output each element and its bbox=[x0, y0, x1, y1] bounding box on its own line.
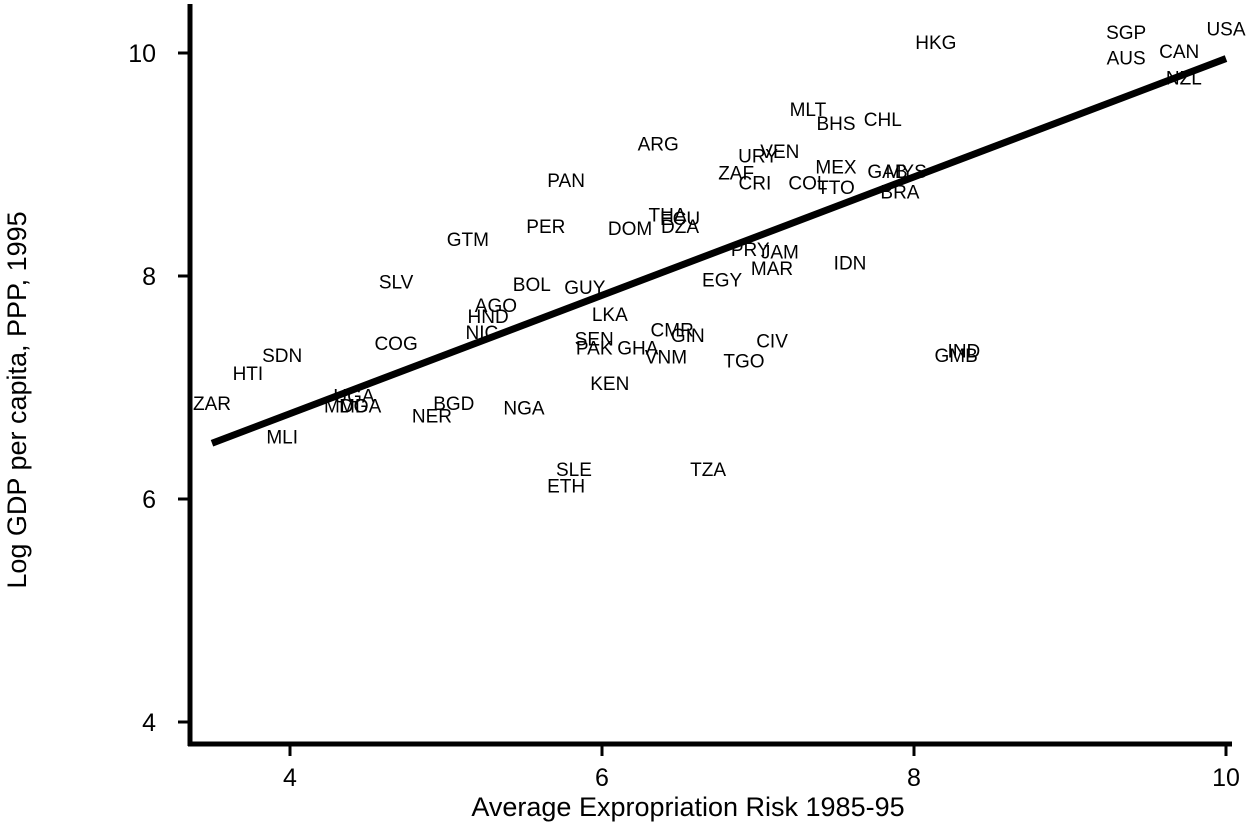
point-ven: VEN bbox=[760, 142, 799, 163]
point-pak: PAK bbox=[576, 338, 613, 359]
point-bol: BOL bbox=[513, 275, 551, 296]
y-tick-label-8: 8 bbox=[142, 263, 156, 291]
point-sgp: SGP bbox=[1106, 23, 1146, 44]
point-hti: HTI bbox=[233, 364, 264, 385]
point-sle: SLE bbox=[556, 460, 592, 481]
point-ind: IND bbox=[948, 342, 981, 363]
point-gin: GIN bbox=[671, 326, 705, 347]
point-tgo: TGO bbox=[723, 352, 764, 373]
point-dza: DZA bbox=[661, 217, 699, 238]
point-per: PER bbox=[526, 217, 565, 238]
x-tick-label-10: 10 bbox=[1212, 764, 1240, 792]
point-ner: NER bbox=[412, 406, 452, 427]
point-zar: ZAR bbox=[193, 394, 231, 415]
point-zaf: ZAF bbox=[718, 163, 754, 184]
point-hnd: HND bbox=[468, 307, 509, 328]
point-gmb: GMB bbox=[934, 346, 977, 367]
point-mex: MEX bbox=[815, 158, 857, 179]
point-col: COL bbox=[788, 173, 827, 194]
point-uga: UGA bbox=[333, 386, 375, 407]
point-jam: JAM bbox=[761, 242, 799, 263]
point-civ: CIV bbox=[756, 332, 788, 353]
point-cri: CRI bbox=[739, 173, 772, 194]
point-tza: TZA bbox=[690, 460, 726, 481]
point-vnm: VNM bbox=[645, 347, 687, 368]
point-arg: ARG bbox=[638, 134, 679, 155]
point-bra: BRA bbox=[880, 182, 919, 203]
fit-line bbox=[210, 55, 1228, 447]
point-sdn: SDN bbox=[262, 346, 302, 367]
point-gtm: GTM bbox=[447, 230, 489, 251]
point-tto: TTO bbox=[817, 178, 855, 199]
point-usa: USA bbox=[1206, 19, 1245, 40]
point-mlt: MLT bbox=[790, 100, 827, 121]
point-aus: AUS bbox=[1107, 48, 1146, 69]
point-mys: MYS bbox=[886, 162, 927, 183]
point-mdg: MDG bbox=[324, 396, 368, 417]
point-mar: MAR bbox=[751, 259, 793, 280]
point-ury: URY bbox=[738, 147, 778, 168]
point-cog: COG bbox=[374, 334, 417, 355]
x-axis-title: Average Expropriation Risk 1985-95 bbox=[471, 792, 904, 822]
point-bhs: BHS bbox=[816, 114, 855, 135]
x-tick-label-8: 8 bbox=[907, 764, 921, 792]
point-tha: THA bbox=[649, 206, 687, 227]
point-nzl: NZL bbox=[1166, 69, 1202, 90]
point-ago: AGO bbox=[475, 296, 517, 317]
point-cmr: CMR bbox=[651, 321, 694, 342]
point-lka: LKA bbox=[592, 305, 628, 326]
point-slv: SLV bbox=[379, 273, 414, 294]
point-gha: GHA bbox=[617, 338, 659, 359]
y-axis-title: Log GDP per capita, PPP, 1995 bbox=[2, 211, 32, 588]
point-ken: KEN bbox=[590, 374, 629, 395]
point-mda: MDA bbox=[339, 396, 382, 417]
point-idn: IDN bbox=[834, 254, 867, 275]
y-tick-label-4: 4 bbox=[142, 709, 156, 737]
point-pry: PRY bbox=[731, 240, 770, 261]
point-gab: GAB bbox=[867, 162, 907, 183]
y-tick-label-6: 6 bbox=[142, 486, 156, 514]
point-nga: NGA bbox=[503, 399, 545, 420]
point-ecu: ECU bbox=[660, 209, 700, 230]
point-bgd: BGD bbox=[433, 394, 474, 415]
point-egy: EGY bbox=[702, 270, 742, 291]
axes: Average Expropriation Risk 1985-95 Log G… bbox=[2, 4, 1240, 822]
point-nic: NIC bbox=[466, 323, 499, 344]
point-eth: ETH bbox=[547, 477, 585, 498]
x-tick-label-6: 6 bbox=[595, 764, 609, 792]
point-dom: DOM bbox=[608, 219, 652, 240]
point-mli: MLI bbox=[266, 428, 298, 449]
point-guy: GUY bbox=[564, 278, 606, 299]
point-hkg: HKG bbox=[915, 33, 956, 54]
x-tick-label-4: 4 bbox=[283, 764, 297, 792]
point-chl: CHL bbox=[864, 110, 902, 131]
point-can: CAN bbox=[1159, 42, 1199, 63]
point-pan: PAN bbox=[547, 171, 585, 192]
point-sen: SEN bbox=[575, 329, 614, 350]
y-tick-label-10: 10 bbox=[128, 40, 156, 68]
